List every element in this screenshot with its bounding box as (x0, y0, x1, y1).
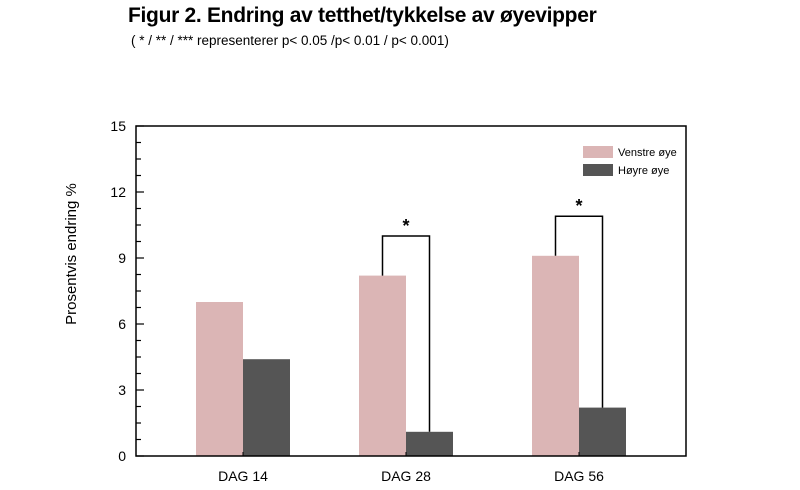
y-tick-label: 0 (118, 448, 126, 464)
legend-swatch-1 (583, 146, 613, 158)
legend-label-1: Venstre øye (618, 147, 677, 159)
legend: Venstre øye Høyre øye (583, 146, 677, 177)
y-axis-title: Prosentvis endring % (63, 183, 80, 325)
chart-title: Figur 2. Endring av tetthet/tykkelse av … (128, 4, 597, 27)
y-tick-label: 15 (110, 118, 126, 134)
bar-dag-56-series-1 (532, 255, 579, 456)
y-tick-label: 12 (110, 184, 126, 200)
bar-dag-28-series-1 (359, 275, 406, 456)
y-tick-label: 3 (118, 382, 126, 398)
significance-bracket (554, 215, 604, 408)
significance-star: * (402, 216, 409, 236)
legend-swatch-2 (583, 164, 613, 176)
y-tick-label: 9 (118, 250, 126, 266)
x-tick-label: DAG 14 (218, 468, 268, 484)
x-tick-label: DAG 56 (554, 468, 604, 484)
significance-group: ** (381, 196, 604, 432)
bars-group (196, 255, 626, 456)
bar-dag-14-series-2 (243, 359, 290, 456)
axes-group: 0 3 6 9 12 15 DAG 14 DAG 28 DAG 56 (110, 118, 687, 484)
bar-dag-14-series-1 (196, 302, 243, 456)
significance-star: * (575, 196, 582, 216)
bar-dag-28-series-2 (406, 431, 453, 456)
x-tick-label: DAG 28 (381, 468, 431, 484)
chart-subtitle: ( * / ** / *** representerer p< 0.05 /p<… (131, 33, 449, 48)
significance-bracket (381, 235, 431, 432)
y-tick-label: 6 (118, 316, 126, 332)
bar-dag-56-series-2 (579, 407, 626, 456)
legend-label-2: Høyre øye (618, 165, 669, 177)
